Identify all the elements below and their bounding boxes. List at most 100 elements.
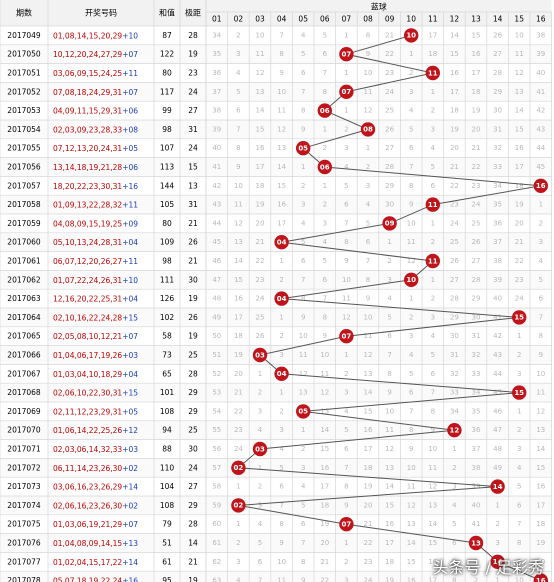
gap-value: 21 (364, 520, 373, 528)
gap-value: 14 (536, 445, 545, 453)
row-span: 23 (188, 69, 198, 78)
gap-value: 12 (407, 257, 416, 265)
gap-value: 8 (409, 182, 413, 190)
red-balls: 02,05,08,10,12,21 (53, 332, 122, 341)
row-span: 29 (188, 407, 198, 416)
header-numbers: 开奖号码 (85, 8, 117, 18)
red-balls: 04,08,09,15,19,25 (53, 219, 122, 228)
gap-value: 60 (212, 520, 221, 528)
gap-value: 13 (364, 370, 373, 378)
gap-value: 2 (409, 69, 413, 77)
gap-value: 20 (364, 501, 373, 509)
gap-value: 7 (452, 558, 456, 566)
row-background (0, 120, 552, 139)
row-numbers: 01,09,13,22,28,32+11 (53, 200, 138, 209)
gap-value: 19 (234, 351, 243, 359)
gap-value: 31 (493, 125, 502, 133)
gap-value: 5 (431, 163, 435, 171)
gap-value: 15 (536, 464, 545, 472)
gap-value: 20 (256, 219, 265, 227)
blue-ball-number: 15 (128, 313, 138, 322)
blue-ball-plus: + (122, 219, 128, 228)
gap-value: 13 (407, 520, 416, 528)
blue-ball-marker (512, 310, 527, 325)
gap-value: 4 (301, 219, 306, 227)
gap-value: 36 (493, 219, 502, 227)
gap-value: 5 (236, 88, 240, 96)
gap-value: 2 (301, 182, 305, 190)
gap-value: 17 (515, 163, 524, 171)
gap-value: 63 (212, 577, 221, 582)
blue-ball-marker (512, 385, 527, 400)
blue-ball-number: 11 (128, 69, 138, 78)
gap-value: 10 (515, 31, 524, 39)
gap-value: 40 (212, 144, 221, 152)
blue-ball-marker (252, 441, 268, 457)
gap-value: 20 (320, 539, 329, 547)
gap-value: 35 (493, 201, 502, 209)
row-issue: 2017059 (7, 219, 41, 228)
gap-value: 5 (323, 31, 327, 39)
gap-value: 34 (493, 182, 502, 190)
gap-value: 3 (344, 144, 348, 152)
red-balls: 01,03,06,19,21,29 (53, 520, 122, 529)
gap-value: 13 (320, 407, 329, 415)
gap-value: 17 (472, 69, 481, 77)
gap-value: 6 (366, 238, 371, 246)
gap-value: 20 (450, 144, 459, 152)
gap-value: 5 (539, 276, 543, 284)
blue-ball-plus: + (122, 388, 128, 397)
gap-value: 3 (323, 219, 327, 227)
gap-value: 32 (472, 351, 481, 359)
gap-value: 19 (472, 107, 481, 115)
gap-value: 6 (344, 201, 349, 209)
red-balls: 06,11,14,23,26,30 (53, 463, 122, 472)
gap-value: 7 (279, 31, 283, 39)
gap-value: 22 (515, 257, 524, 265)
gap-value: 14 (450, 31, 459, 39)
gap-value: 11 (407, 238, 416, 246)
gap-value: 49 (493, 464, 502, 472)
row-background (0, 458, 552, 478)
gap-value: 2 (258, 389, 262, 397)
gap-value: 9 (279, 539, 283, 547)
row-numbers: 12,16,20,22,25,31+04 (53, 294, 138, 303)
row-sum: 87 (162, 31, 172, 40)
blue-ball-plus: + (122, 87, 128, 96)
blue-ball-plus: + (122, 275, 128, 284)
gap-value: 40 (493, 295, 502, 303)
gap-value: 23 (450, 201, 459, 209)
gap-value: 61 (212, 539, 221, 547)
gap-value: 16 (428, 558, 437, 566)
gap-value: 6 (387, 332, 392, 340)
blue-column-header: 03 (255, 15, 265, 24)
gap-value: 26 (472, 238, 481, 246)
gap-value: 37 (472, 445, 481, 453)
blue-ball-marker-label: 15 (514, 389, 524, 397)
gap-value: 6 (301, 257, 306, 265)
row-numbers: 02,05,08,10,12,21+07 (53, 332, 138, 341)
gap-value: 14 (515, 107, 524, 115)
gap-value: 8 (517, 539, 521, 547)
blue-ball-marker (468, 535, 484, 551)
gap-value: 54 (212, 407, 221, 415)
gap-value: 29 (385, 182, 394, 190)
gap-value: 1 (279, 257, 283, 265)
blue-ball-marker (425, 65, 440, 81)
gap-value: 11 (234, 201, 243, 209)
gap-value: 38 (493, 257, 502, 265)
gap-value: 8 (344, 238, 348, 246)
blue-ball-marker-label: 06 (320, 163, 330, 171)
gap-value: 12 (364, 351, 373, 359)
row-sum: 113 (160, 163, 175, 172)
gap-value: 4 (366, 201, 371, 209)
blue-ball-number: 07 (128, 520, 138, 529)
blue-ball-number: 09 (128, 219, 138, 228)
blue-column-header: 02 (234, 15, 244, 24)
gap-value: 1 (344, 69, 348, 77)
blue-ball-marker-label: 02 (234, 464, 244, 472)
gap-value: 1 (236, 520, 240, 528)
gap-value: 12 (428, 483, 437, 491)
gap-value: 3 (452, 483, 456, 491)
gap-value: 2 (236, 539, 240, 547)
